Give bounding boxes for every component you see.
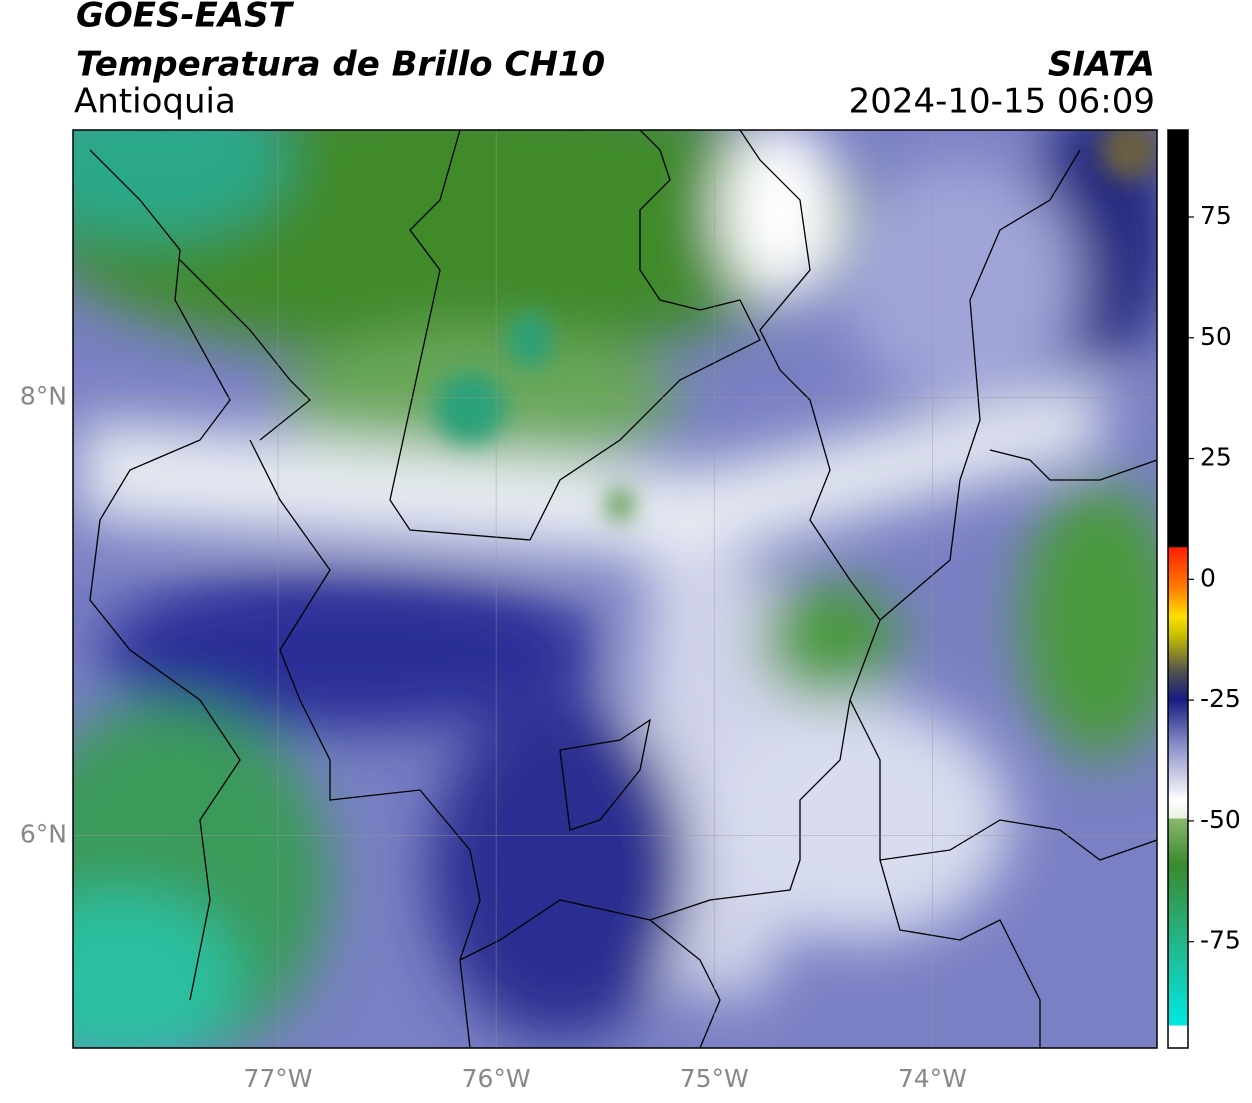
lon-label: 75°W [680, 1064, 749, 1093]
colorbar-label: 25 [1200, 443, 1232, 472]
lat-label: 6°N [20, 819, 67, 848]
region: Antioquia [74, 82, 236, 122]
colorbar-label: 0 [1200, 563, 1216, 592]
colorbar-label: -50 [1200, 805, 1241, 834]
lon-label: 77°W [244, 1064, 313, 1093]
graticule [73, 130, 1157, 1048]
imagery [73, 130, 1157, 1048]
datetime: 2024-10-15 06:09 [849, 82, 1155, 122]
product: Temperatura de Brillo CH10 [76, 45, 605, 85]
lat-label: 8°N [20, 381, 67, 410]
source: SIATA [1048, 45, 1155, 85]
colorbar-label: -75 [1200, 926, 1241, 955]
colorbar-label: -25 [1200, 684, 1241, 713]
satellite: GOES-EAST [76, 0, 295, 36]
lon-label: 76°W [462, 1064, 531, 1093]
map-frame [72, 129, 1158, 1049]
colorbar-label: 50 [1200, 322, 1232, 351]
lon-label: 74°W [898, 1064, 967, 1093]
colorbar-label: 75 [1200, 201, 1232, 230]
colorbar [1167, 129, 1189, 1049]
